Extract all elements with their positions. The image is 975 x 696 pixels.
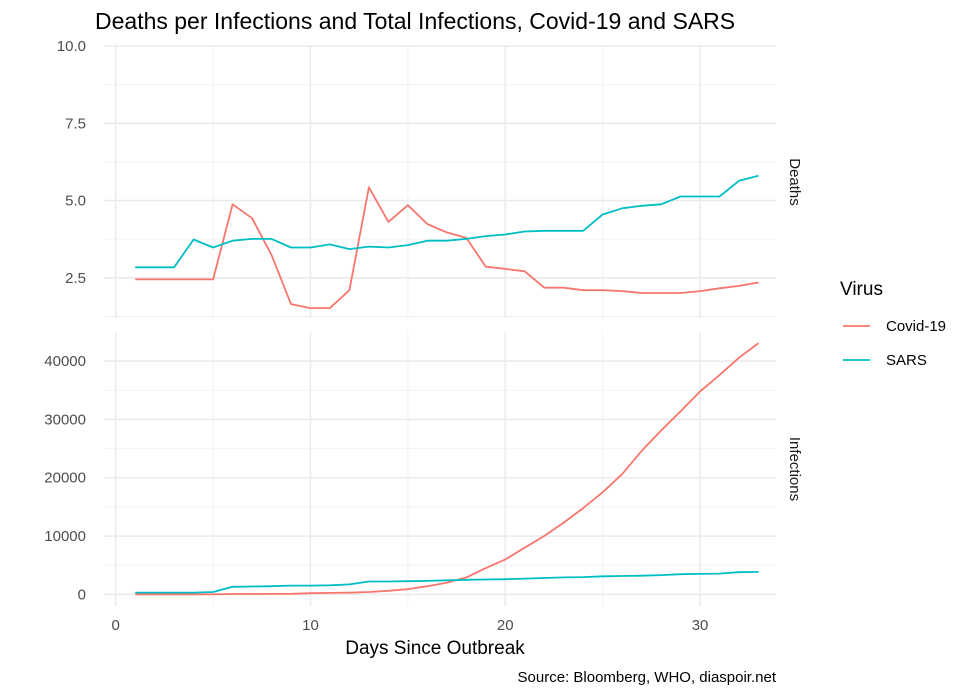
facet-strip-label: Infections — [786, 437, 803, 501]
panel-infections: 0 10000 20000 30000 40000 Infections — [44, 332, 803, 606]
panel-deaths: 2.5 5.0 7.5 10.0 Deaths — [57, 38, 803, 318]
facet-panels: 2.5 5.0 7.5 10.0 Deaths 0 10000 20000 30000 40000… — [44, 38, 803, 634]
x-axis-title: Days Since Outbreak — [345, 638, 525, 659]
legend-title: Virus — [840, 279, 883, 300]
y-tick-label: 0 — [78, 586, 86, 603]
x-tick-label: 10 — [302, 617, 319, 634]
y-tick-label: 10.0 — [57, 38, 86, 55]
y-tick-label: 7.5 — [65, 115, 86, 132]
x-tick-label: 30 — [692, 617, 709, 634]
series-line-sars — [135, 174, 759, 269]
y-tick-label: 40000 — [44, 353, 86, 370]
facet-strip-label: Deaths — [786, 158, 803, 206]
chart-title: Deaths per Infections and Total Infectio… — [95, 8, 735, 34]
legend-label: SARS — [886, 352, 927, 369]
series-line-covid-19 — [135, 342, 760, 596]
x-tick-label: 0 — [112, 617, 120, 634]
x-tick-label: 20 — [497, 617, 514, 634]
y-tick-label: 10000 — [44, 528, 86, 545]
y-tick-label: 30000 — [44, 411, 86, 428]
legend: Virus Covid-19 SARS — [840, 279, 946, 369]
y-tick-label: 5.0 — [65, 193, 86, 210]
y-tick-label: 20000 — [44, 470, 86, 487]
y-tick-label: 2.5 — [65, 270, 86, 287]
series-line-covid-19 — [135, 186, 759, 310]
chart-caption: Source: Bloomberg, WHO, diaspoir.net — [518, 669, 777, 686]
legend-label: Covid-19 — [886, 318, 946, 335]
series-line-sars — [135, 571, 759, 594]
